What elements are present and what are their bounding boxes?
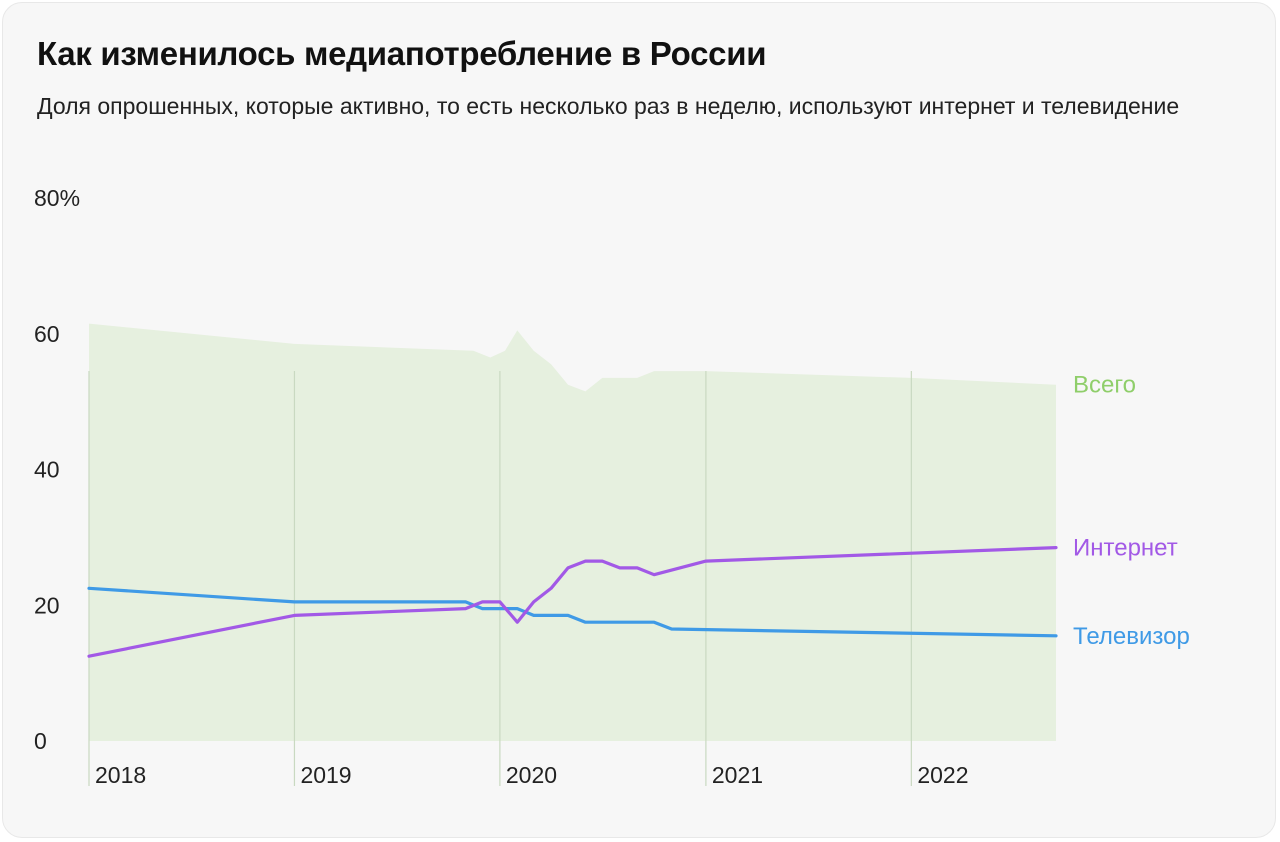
- chart-subtitle: Доля опрошенных, которые активно, то ест…: [37, 93, 1180, 119]
- x-axis: 2018 2019 2020 2021 2022: [95, 762, 969, 788]
- y-tick-label: 80%: [34, 185, 80, 211]
- grid-layer: [88, 371, 912, 786]
- series-line-tv: [87, 586, 1058, 638]
- series-labels: Всего Интернет Телевизор: [1073, 372, 1190, 650]
- y-tick-label: 60: [34, 321, 60, 347]
- x-tick-label: 2020: [506, 762, 557, 788]
- x-tick-label: 2022: [917, 762, 968, 788]
- series-area-total: [89, 323, 1056, 741]
- x-tick-label: 2019: [300, 762, 351, 788]
- area-layer: [89, 323, 1056, 741]
- chart-title: Как изменилось медиапотребление в России: [37, 35, 767, 72]
- label-tv: Телевизор: [1073, 623, 1190, 650]
- lines-layer: [87, 545, 1058, 658]
- label-internet: Интернет: [1073, 535, 1178, 562]
- series-line-internet: [87, 545, 1058, 658]
- x-tick-label: 2021: [712, 762, 763, 788]
- y-tick-label: 0: [34, 728, 47, 754]
- y-tick-label: 40: [34, 457, 60, 483]
- y-axis: 0 20 40 60 80%: [34, 185, 80, 754]
- x-tick-label: 2018: [95, 762, 146, 788]
- y-tick-label: 20: [34, 592, 60, 618]
- label-total: Всего: [1073, 372, 1136, 399]
